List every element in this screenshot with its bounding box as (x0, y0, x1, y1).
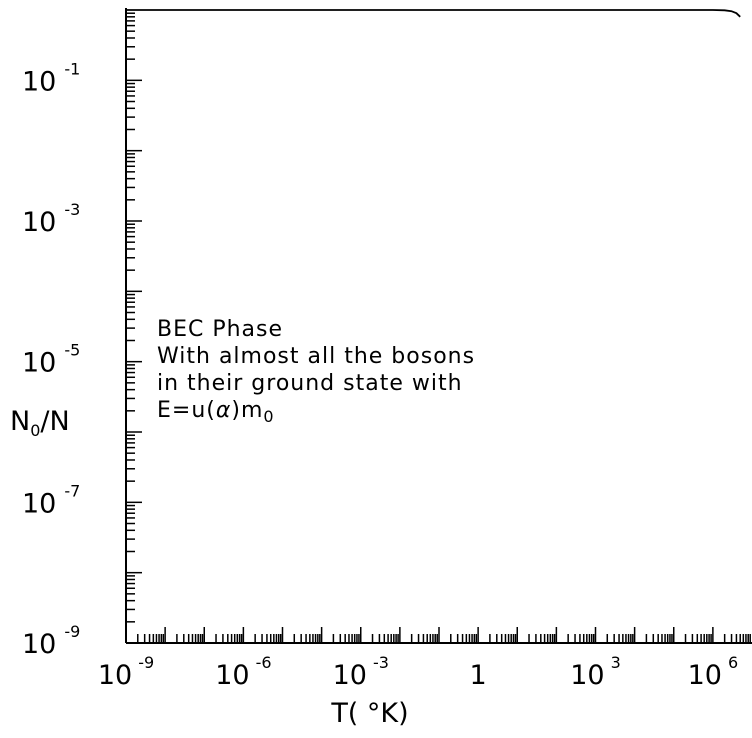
formula-prefix: E=u( (157, 398, 216, 423)
annotation-line-1: BEC Phase (157, 317, 283, 342)
annotation: BEC Phase With almost all the bosons in … (157, 317, 475, 426)
formula-sub: 0 (263, 407, 274, 426)
y-tick-label: 10 -1 (22, 59, 80, 97)
y-axis-title-rest: /N (40, 406, 69, 437)
y-tick-label: 10 -3 (22, 200, 80, 238)
y-axis-title-main: N (10, 406, 30, 437)
annotation-line-3: in their ground state with (157, 371, 463, 396)
annotation-line-2: With almost all the bosons (157, 344, 475, 369)
x-tick-label: 10 6 (688, 653, 739, 691)
formula-mid: )m (231, 398, 263, 423)
y-axis-title-sub: 0 (30, 421, 40, 440)
y-tick-label: 10 -5 (22, 341, 80, 379)
y-axis-title: N0/N (10, 406, 70, 440)
x-tick-label: 10 -6 (215, 653, 271, 691)
x-tick-label: 1 (470, 660, 487, 691)
x-tick-label: 10 -3 (333, 653, 389, 691)
x-tick-label: 10 3 (570, 653, 621, 691)
y-tick-label: 10 -9 (22, 622, 80, 660)
tick-labels: 10 -9 10 -6 10 -3 1 10 3 10 6 10 -1 10 -3 10 -5 10 -7 10 -9 (22, 59, 738, 691)
formula-alpha: α (216, 398, 232, 423)
series-line (126, 9, 741, 18)
series-group (126, 9, 741, 18)
x-tick-label: 10 -9 (98, 653, 154, 691)
tick-marks (125, 12, 751, 644)
x-axis-title: T( °K) (330, 698, 408, 729)
y-tick-label: 10 -7 (22, 481, 80, 519)
annotation-formula: E=u(α)m0 (157, 398, 275, 426)
